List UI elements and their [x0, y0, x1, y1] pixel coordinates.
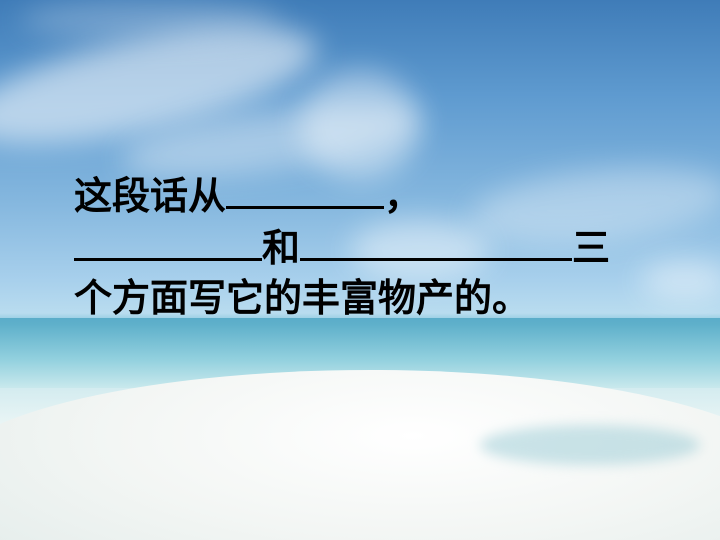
question-suffix: 三 — [572, 226, 611, 270]
background-cloud — [20, 0, 280, 40]
background-cloud — [640, 260, 720, 300]
answer-blank-3[interactable] — [300, 220, 573, 261]
fill-in-question: 这段话从， 和三 个方面写它的丰富物产的。 — [74, 168, 674, 324]
question-line-1: 这段话从 ， — [74, 168, 674, 220]
question-line-2: 和三 — [74, 220, 674, 272]
question-text: 这段话从 — [74, 174, 227, 218]
background-lagoon — [480, 425, 700, 465]
answer-blank-1[interactable] — [226, 168, 385, 209]
answer-blank-2[interactable] — [74, 220, 262, 261]
question-connector: 和 — [262, 226, 301, 270]
background-cloud — [350, 220, 490, 280]
question-text: 个方面写它的丰富物产的。 — [74, 276, 531, 320]
question-punct: ， — [384, 174, 423, 218]
background-cloud — [300, 70, 420, 180]
question-line-3: 个方面写它的丰富物产的。 — [74, 272, 674, 324]
